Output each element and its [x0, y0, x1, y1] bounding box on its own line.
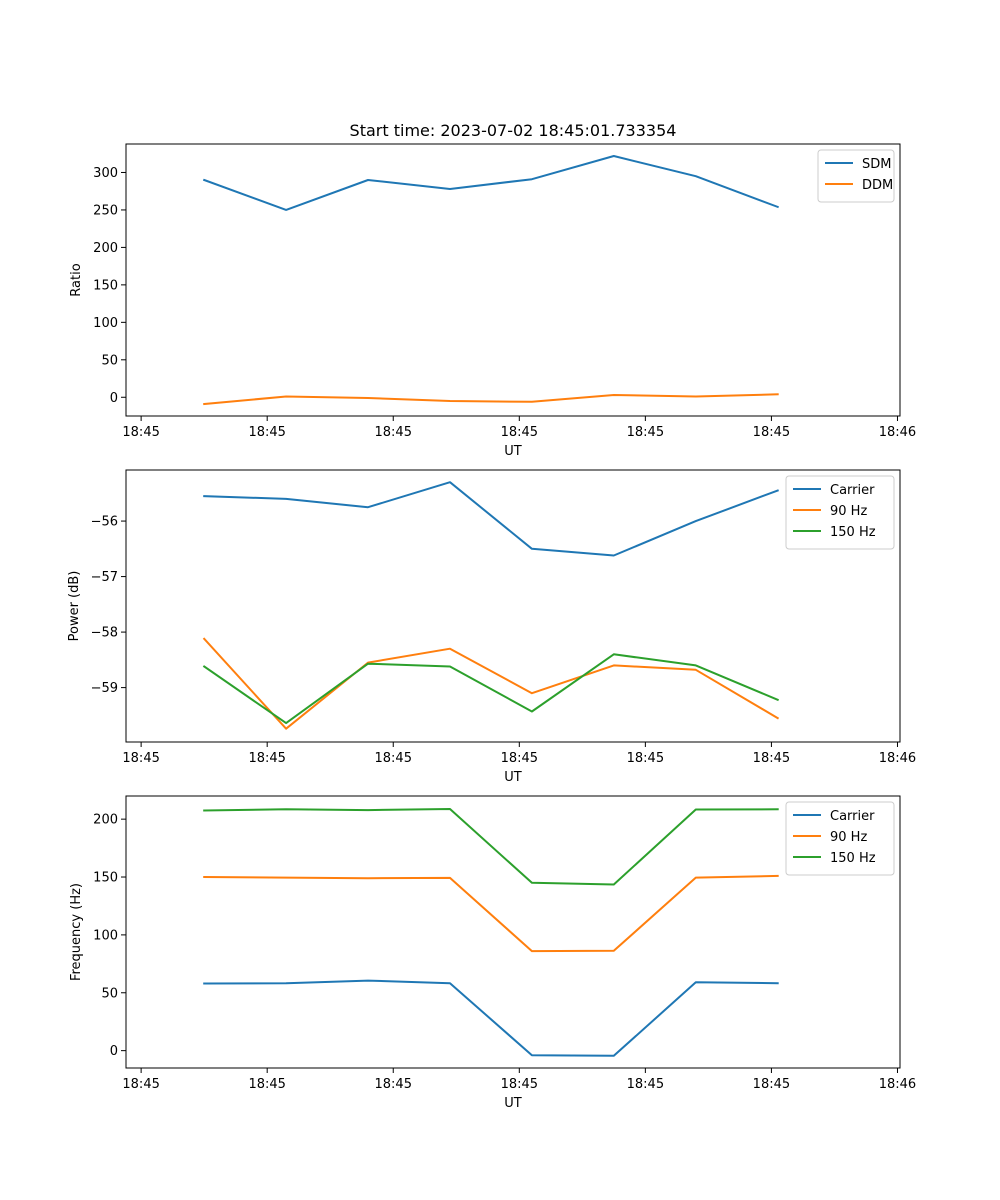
axes-frame	[125, 469, 901, 743]
x-axis-label: UT	[504, 770, 522, 785]
y-tick-label: 300	[93, 166, 118, 181]
axes-frame	[125, 143, 901, 417]
x-tick-label: 18:45	[753, 425, 790, 440]
x-axis-label: UT	[504, 444, 522, 459]
x-tick-label: 18:45	[627, 751, 664, 766]
y-tick-label: 250	[93, 203, 118, 218]
x-tick-label: 18:45	[248, 1077, 285, 1092]
series-line-carrier	[203, 481, 779, 557]
legend-label: 150 Hz	[830, 851, 876, 866]
legend-label: 90 Hz	[830, 504, 867, 519]
x-tick-label: 18:45	[248, 425, 285, 440]
y-tick-label: −57	[91, 570, 118, 585]
y-tick-label: −59	[91, 681, 118, 696]
legend-label: Carrier	[830, 809, 875, 824]
y-tick-label: 100	[93, 316, 118, 331]
y-tick-label: 0	[110, 1044, 118, 1059]
y-axis-label: Frequency (Hz)	[69, 883, 84, 981]
y-tick-label: 50	[101, 353, 118, 368]
axes-frame	[125, 795, 901, 1069]
x-axis-label: UT	[504, 1096, 522, 1111]
series-line-150-hz	[202, 653, 780, 725]
legend-label: Carrier	[830, 483, 875, 498]
x-tick-label: 18:45	[122, 1077, 159, 1092]
series-line-150-hz	[203, 808, 779, 886]
x-tick-label: 18:45	[501, 425, 538, 440]
x-tick-label: 18:45	[627, 1077, 664, 1092]
series-line-90-hz	[202, 637, 780, 730]
y-tick-label: −56	[91, 515, 118, 530]
y-tick-label: 50	[101, 986, 118, 1001]
panel-2: 18:45 18:45 18:45 18:45 18:45 18:45 18:46 −59 −5…	[67, 469, 916, 785]
legend: Carrier 90 Hz 150 Hz	[785, 801, 895, 876]
x-tick-label: 18:45	[375, 425, 412, 440]
y-tick-label: 200	[93, 813, 118, 828]
series-line-90-hz	[203, 874, 779, 953]
legend-label: SDM	[862, 157, 891, 172]
legend-label: 90 Hz	[830, 830, 867, 845]
legend-label: DDM	[862, 178, 893, 193]
y-axis-label: Power (dB)	[67, 571, 82, 642]
y-tick-label: 100	[93, 928, 118, 943]
legend-label: 150 Hz	[830, 525, 876, 540]
x-tick-label: 18:46	[879, 425, 916, 440]
y-tick-label: 150	[93, 278, 118, 293]
series-line-carrier	[203, 979, 779, 1057]
x-tick-label: 18:45	[753, 1077, 790, 1092]
series-line-sdm	[202, 155, 779, 211]
legend: Carrier 90 Hz 150 Hz	[785, 475, 895, 550]
x-tick-label: 18:45	[501, 751, 538, 766]
y-axis-label: Ratio	[69, 263, 84, 296]
x-tick-label: 18:45	[375, 751, 412, 766]
x-tick-label: 18:45	[753, 751, 790, 766]
x-tick-label: 18:46	[879, 751, 916, 766]
x-tick-label: 18:45	[122, 751, 159, 766]
panel-3: 18:45 18:45 18:45 18:45 18:45 18:45 18:46 0 50 10…	[69, 795, 916, 1111]
x-tick-label: 18:45	[627, 425, 664, 440]
y-tick-label: −58	[91, 626, 118, 641]
legend: SDM DDM	[817, 149, 895, 203]
x-tick-label: 18:45	[501, 1077, 538, 1092]
x-tick-label: 18:46	[879, 1077, 916, 1092]
chart-title: Start time: 2023-07-02 18:45:01.733354	[350, 121, 677, 140]
y-tick-label: 150	[93, 871, 118, 886]
y-tick-label: 0	[110, 391, 118, 406]
panel-1: 18:45 18:45 18:45 18:45 18:45 18:45 18:46 0 50 10…	[69, 143, 916, 459]
x-tick-label: 18:45	[122, 425, 159, 440]
y-tick-label: 200	[93, 241, 118, 256]
series-line-ddm	[203, 393, 779, 406]
x-tick-label: 18:45	[375, 1077, 412, 1092]
x-tick-label: 18:45	[248, 751, 285, 766]
